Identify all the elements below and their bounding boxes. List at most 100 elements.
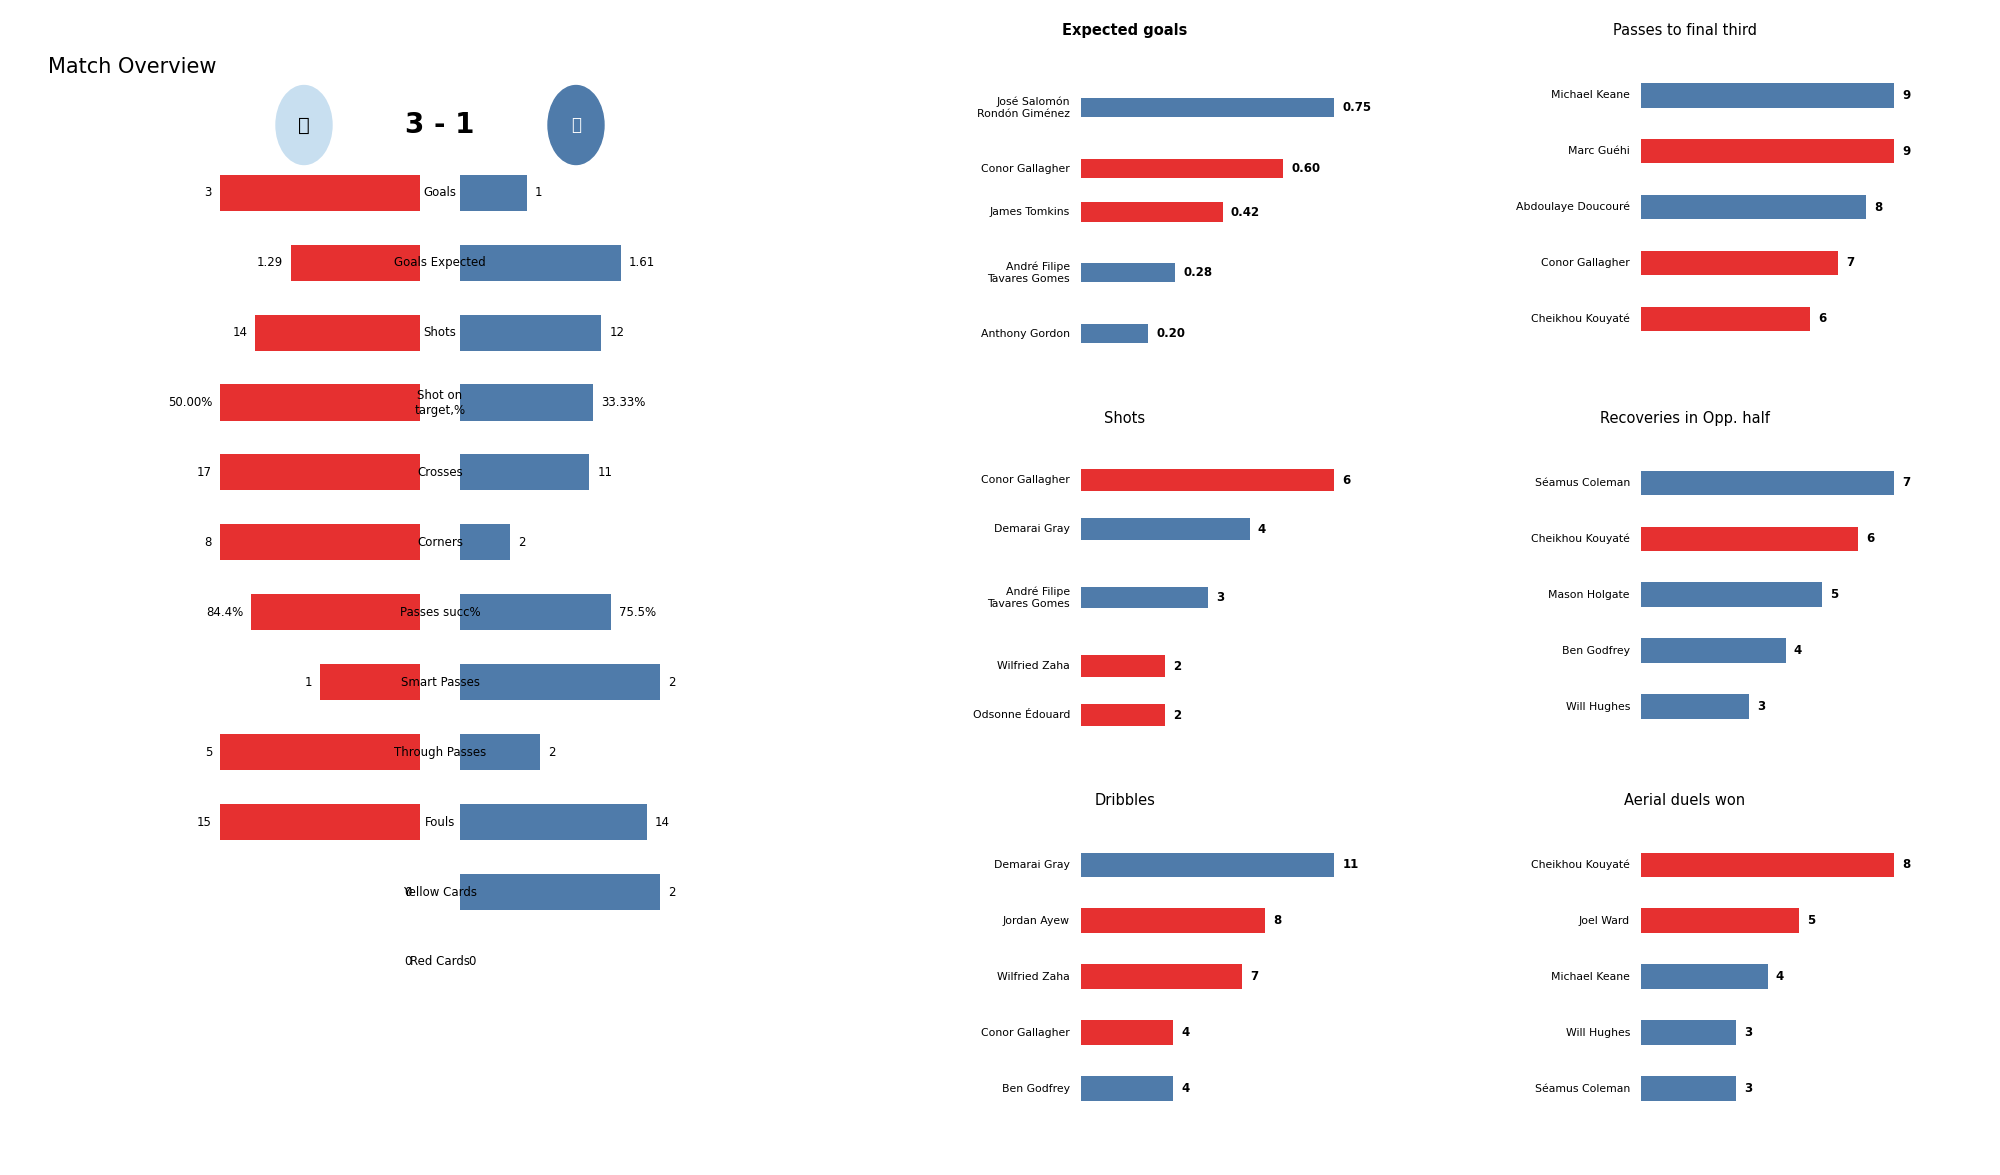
Text: 2: 2	[668, 886, 676, 899]
Bar	[460, 455, 590, 490]
Text: 2: 2	[1174, 659, 1182, 672]
Text: Cheikhou Kouyaté: Cheikhou Kouyaté	[1532, 860, 1630, 871]
Text: Marc Guéhi: Marc Guéhi	[1568, 146, 1630, 156]
Text: 33.33%: 33.33%	[602, 396, 646, 409]
Circle shape	[548, 86, 604, 164]
Text: Jordan Ayew: Jordan Ayew	[1004, 915, 1070, 926]
Text: 2: 2	[548, 746, 556, 759]
Text: Michael Keane: Michael Keane	[1552, 90, 1630, 100]
Text: Yellow Cards: Yellow Cards	[404, 886, 478, 899]
Text: Goals: Goals	[424, 186, 456, 200]
Text: Through Passes: Through Passes	[394, 746, 486, 759]
Text: 5: 5	[204, 746, 212, 759]
Text: 5: 5	[1830, 589, 1838, 602]
Bar	[1080, 586, 1208, 609]
Text: 4: 4	[1182, 1082, 1190, 1095]
Text: 6: 6	[1866, 532, 1874, 545]
Bar	[220, 524, 420, 560]
Bar	[1640, 195, 1866, 220]
Bar	[1640, 526, 1858, 551]
Text: Passes to final third: Passes to final third	[1612, 24, 1758, 39]
Text: André Filipe
Tavares Gomes: André Filipe Tavares Gomes	[988, 262, 1070, 284]
Text: 0.60: 0.60	[1292, 162, 1320, 175]
Bar	[220, 734, 420, 771]
Text: Conor Gallagher: Conor Gallagher	[982, 163, 1070, 174]
Bar	[1080, 853, 1334, 878]
Circle shape	[276, 86, 332, 164]
Text: 14: 14	[232, 327, 248, 340]
Bar	[1080, 965, 1242, 989]
Text: 1.29: 1.29	[256, 256, 284, 269]
Text: Conor Gallagher: Conor Gallagher	[982, 1028, 1070, 1038]
Text: Ben Godfrey: Ben Godfrey	[1002, 1083, 1070, 1094]
Bar	[1640, 694, 1750, 719]
Text: Recoveries in Opp. half: Recoveries in Opp. half	[1600, 411, 1770, 427]
Text: Séamus Coleman: Séamus Coleman	[1534, 478, 1630, 488]
Bar	[1640, 307, 1810, 331]
Text: 4: 4	[1258, 523, 1266, 536]
Text: 5: 5	[1808, 914, 1816, 927]
Bar	[1080, 263, 1176, 282]
Text: Will Hughes: Will Hughes	[1566, 1028, 1630, 1038]
Bar	[256, 315, 420, 350]
Text: Conor Gallagher: Conor Gallagher	[982, 475, 1070, 485]
Text: 4: 4	[1776, 971, 1784, 983]
Bar	[320, 664, 420, 700]
Text: 17: 17	[198, 466, 212, 479]
Text: Corners: Corners	[418, 536, 464, 549]
Bar	[220, 455, 420, 490]
Bar	[460, 524, 510, 560]
Text: Demarai Gray: Demarai Gray	[994, 860, 1070, 870]
Text: 11: 11	[598, 466, 612, 479]
Bar	[220, 384, 420, 421]
Text: 0: 0	[404, 955, 412, 968]
Bar	[1640, 853, 1894, 878]
Bar	[1640, 1020, 1736, 1045]
Text: James Tomkins: James Tomkins	[990, 207, 1070, 217]
Bar	[1640, 471, 1894, 496]
Bar	[460, 175, 526, 210]
Text: 6: 6	[1818, 313, 1826, 325]
Bar	[1080, 518, 1250, 539]
Text: 3: 3	[1744, 1082, 1752, 1095]
Bar	[1640, 83, 1894, 108]
Bar	[220, 175, 420, 210]
Text: Goals Expected: Goals Expected	[394, 256, 486, 269]
Text: Match Overview: Match Overview	[48, 58, 216, 78]
Text: Anthony Gordon: Anthony Gordon	[980, 329, 1070, 338]
Text: 9: 9	[1902, 89, 1910, 102]
Bar	[460, 244, 622, 281]
Text: 84.4%: 84.4%	[206, 606, 244, 619]
Bar	[1080, 704, 1166, 726]
Text: 2: 2	[1174, 709, 1182, 721]
Text: Expected goals: Expected goals	[1062, 24, 1188, 39]
Text: Dribbles: Dribbles	[1094, 793, 1156, 808]
Bar	[1640, 583, 1822, 607]
Text: André Filipe
Tavares Gomes: André Filipe Tavares Gomes	[988, 586, 1070, 609]
Text: 7: 7	[1902, 477, 1910, 490]
Text: Wilfried Zaha: Wilfried Zaha	[998, 972, 1070, 981]
Text: Aerial duels won: Aerial duels won	[1624, 793, 1746, 808]
Bar	[1640, 1076, 1736, 1101]
Bar	[1640, 908, 1800, 933]
Bar	[1080, 656, 1166, 677]
Text: 3 - 1: 3 - 1	[406, 110, 474, 139]
Text: 0.20: 0.20	[1156, 328, 1186, 341]
Text: Michael Keane: Michael Keane	[1552, 972, 1630, 981]
Text: 8: 8	[1274, 914, 1282, 927]
Text: Cheikhou Kouyaté: Cheikhou Kouyaté	[1532, 533, 1630, 544]
Bar	[460, 734, 540, 771]
Text: Ben Godfrey: Ben Godfrey	[1562, 646, 1630, 656]
Bar	[1080, 1076, 1172, 1101]
Text: 7: 7	[1846, 256, 1854, 269]
Text: Will Hughes: Will Hughes	[1566, 701, 1630, 712]
Bar	[460, 595, 612, 630]
Text: 0.28: 0.28	[1184, 267, 1212, 280]
Text: Mason Holgate: Mason Holgate	[1548, 590, 1630, 599]
Text: Shots: Shots	[424, 327, 456, 340]
Bar	[460, 664, 660, 700]
Text: 0.42: 0.42	[1230, 206, 1260, 219]
Text: 9: 9	[1902, 145, 1910, 157]
Bar	[1080, 324, 1148, 343]
Text: Shot on
target,%: Shot on target,%	[414, 389, 466, 416]
